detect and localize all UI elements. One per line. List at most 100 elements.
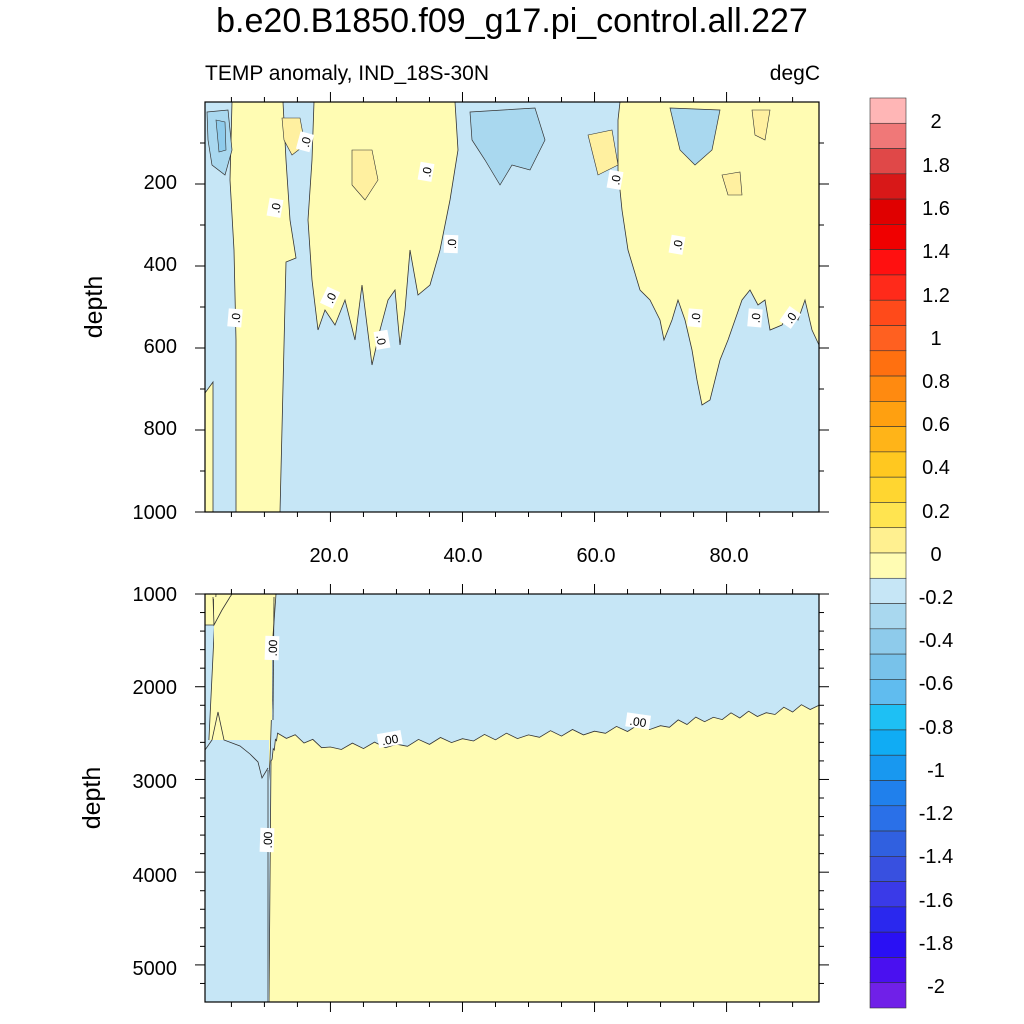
colorbar-label: 0.2 [922, 501, 950, 523]
lower-panel: .00 .00 .00 .00 1000 2000 3000 4000 5000… [78, 584, 829, 1012]
colorbar-box [869, 704, 907, 731]
colorbar-label: -1.2 [919, 803, 953, 825]
colorbar-box [869, 249, 907, 276]
colorbar-box [869, 856, 907, 882]
colorbar-label: -1.6 [919, 890, 953, 912]
upper-x-tick-label: 80.0 [710, 545, 749, 567]
upper-negative-patch-3 [669, 107, 721, 166]
colorbar-label: 1.4 [922, 241, 950, 263]
colorbar-box [869, 173, 907, 200]
colorbar-box [869, 830, 907, 857]
colorbar-box [869, 502, 907, 529]
colorbar-box [869, 476, 907, 503]
colorbar-box [869, 957, 907, 984]
upper-contour-label: .0 [608, 174, 624, 187]
lower-left-zero-contour-top [204, 711, 269, 780]
colorbar-box [869, 299, 907, 326]
colorbar-label: -0.6 [919, 673, 953, 695]
upper-contour-label: .0 [749, 312, 764, 324]
lower-axis-ticks [195, 584, 829, 1012]
lower-contour-labels: .00 .00 .00 .00 [259, 635, 651, 853]
upper-y-axis-title: depth [80, 276, 108, 339]
colorbar-box [869, 552, 907, 579]
colorbar-label: -2 [927, 976, 945, 998]
upper-x-tick-label: 60.0 [577, 545, 616, 567]
colorbar-label: -1.4 [919, 846, 953, 868]
colorbar-label: 0.4 [922, 457, 950, 479]
colorbar-box [869, 577, 907, 604]
colorbar-box [869, 97, 907, 124]
upper-contour-label: .0 [419, 166, 435, 179]
colorbar-box [869, 527, 907, 554]
lower-y-tick-label: 1000 [133, 584, 178, 606]
upper-positive-patch-2 [351, 149, 379, 201]
lower-y-tick-label: 5000 [133, 958, 178, 980]
colorbar-box [869, 780, 907, 807]
upper-x-tick-label: 20.0 [310, 545, 349, 567]
colorbar-label: -1.8 [919, 933, 953, 955]
upper-negative-patch-2 [469, 107, 546, 186]
colorbar-box [869, 931, 907, 958]
colorbar-box [869, 401, 907, 427]
lower-contour-label: .00 [381, 732, 400, 749]
upper-contour-label: .0 [229, 312, 244, 324]
colorbar-box [869, 451, 907, 478]
colorbar-box [869, 426, 907, 453]
upper-contour-label: .0 [268, 202, 284, 215]
chart-subtitle-units: degC [769, 62, 820, 85]
colorbar-label: -0.4 [919, 630, 953, 652]
lower-positive-fill-patch [214, 597, 272, 720]
upper-positive-region-left-edge [204, 380, 214, 513]
colorbar-label: 0.8 [922, 371, 950, 393]
lower-negative-column-left [205, 740, 269, 1002]
upper-positive-patch-4 [751, 109, 771, 141]
colorbar-label: 1 [930, 328, 941, 350]
colorbar-box [869, 754, 907, 781]
chart-title: b.e20.B1850.f09_g17.pi_control.all.227 [216, 2, 808, 40]
colorbar-label: 1.8 [922, 155, 950, 177]
lower-contour-label: .00 [629, 714, 648, 730]
colorbar-box [869, 122, 907, 149]
colorbar-box [869, 198, 907, 225]
upper-y-tick-label: 200 [144, 172, 177, 194]
chart-subtitle-variable: TEMP anomaly, IND_18S-30N [205, 62, 490, 85]
colorbar-labels: 2 1.8 1.6 1.4 1.2 1 0.8 0.6 0.4 0.2 0 -0… [919, 111, 953, 998]
lower-y-tick-label: 2000 [133, 677, 178, 699]
colorbar-label: 1.6 [922, 198, 950, 220]
upper-axis-ticks [195, 92, 829, 522]
colorbar-box [869, 653, 907, 680]
colorbar-box [869, 881, 907, 908]
upper-contour-label: .0 [298, 135, 314, 149]
upper-y-tick-label: 1000 [133, 502, 178, 524]
colorbar-box [869, 375, 907, 402]
colorbar-box [869, 805, 907, 832]
lower-contour-label: .00 [261, 831, 276, 848]
upper-y-tick-label: 800 [144, 418, 177, 440]
upper-x-tick-label: 40.0 [444, 545, 483, 567]
upper-contour-label: .0 [445, 238, 459, 249]
upper-positive-patch-3 [587, 129, 619, 176]
lower-y-tick-label: 3000 [133, 771, 178, 793]
colorbar-box [869, 729, 907, 756]
upper-panel: .0 .0 .0 .0 .0 .0 .0 .0 .0 .0 .0 .0 200 … [80, 92, 829, 567]
upper-contour-label: .0 [689, 312, 704, 324]
colorbar-box [869, 982, 907, 1009]
lower-positive-region [268, 704, 820, 1003]
colorbar-label: -0.2 [919, 587, 953, 609]
colorbar-box [869, 603, 907, 630]
colorbar-box [869, 148, 907, 175]
upper-positive-patch-5 [721, 171, 743, 196]
upper-contour-label: .0 [670, 239, 686, 252]
colorbar-box [869, 274, 907, 301]
colorbar-box [869, 628, 907, 655]
colorbar-box [869, 679, 907, 705]
colorbar-label: -0.8 [919, 717, 953, 739]
colorbar-label: 1.2 [922, 285, 950, 307]
upper-y-tick-label: 600 [144, 336, 177, 358]
colorbar-box [869, 224, 907, 250]
upper-contour-label: .0 [373, 334, 389, 347]
colorbar-box [869, 325, 907, 352]
lower-y-tick-label: 4000 [133, 865, 178, 887]
upper-negative-patch-4 [215, 119, 227, 153]
